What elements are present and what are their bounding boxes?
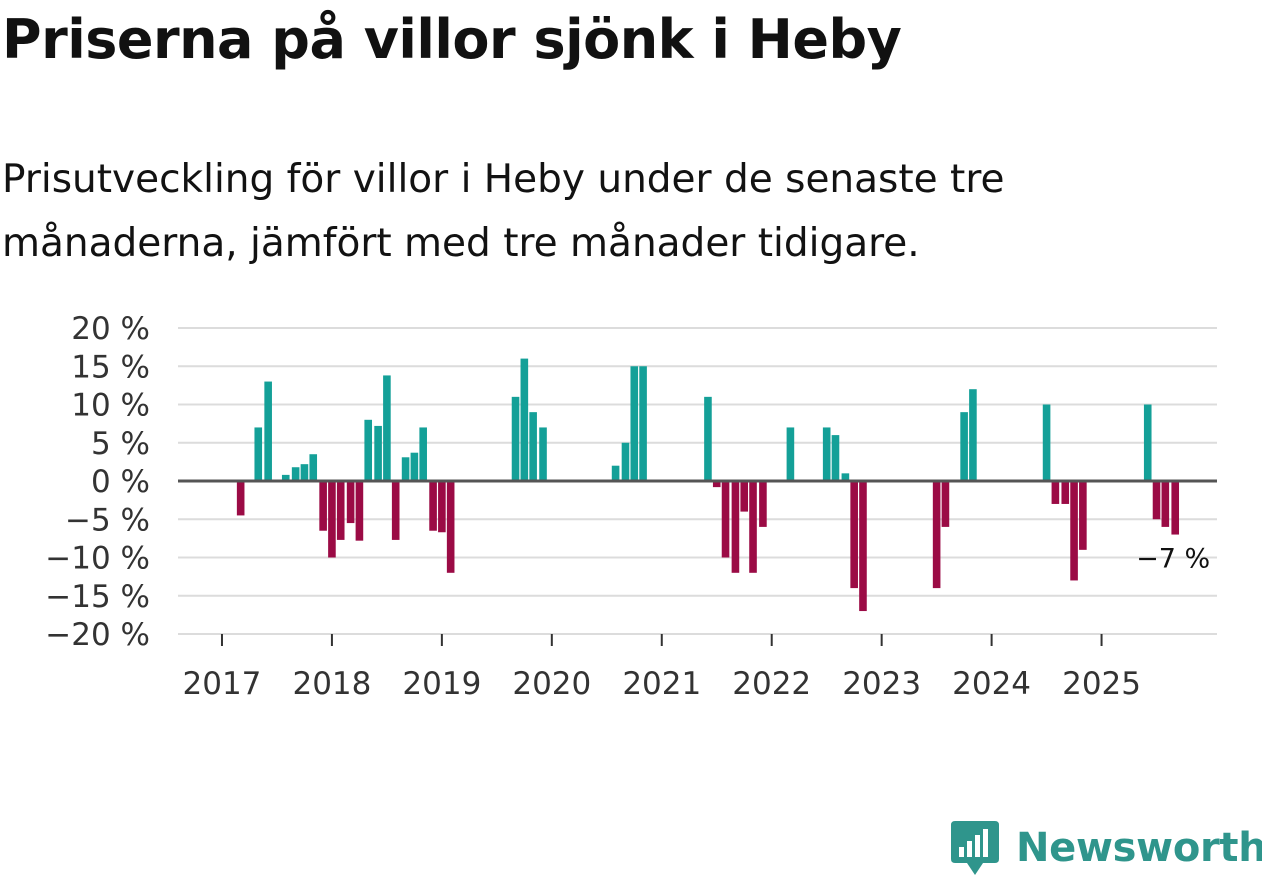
last-value-label: −7 %: [1136, 544, 1210, 575]
bar: [410, 452, 419, 481]
bar: [1161, 481, 1170, 527]
x-tick-label: 2022: [732, 666, 811, 702]
bar: [429, 481, 437, 531]
bar: [374, 425, 382, 481]
x-axis-ticks: 2017 2018 2019 2020 2021 2022 2023 2024 2025: [183, 634, 1141, 702]
bar: [822, 427, 831, 481]
x-tick-label: 2020: [512, 666, 591, 702]
bar: [932, 481, 941, 589]
bar: [529, 412, 537, 481]
bar: [704, 396, 712, 481]
bars: [236, 358, 1180, 612]
bar: [401, 457, 410, 481]
y-tick-label: −5 %: [65, 502, 150, 538]
bar: [831, 435, 840, 481]
bar: [355, 481, 364, 541]
x-tick-label: 2025: [1062, 666, 1141, 702]
bar: [236, 481, 245, 516]
bar: [721, 481, 730, 558]
x-tick-label: 2021: [622, 666, 701, 702]
bar: [712, 481, 721, 488]
bar: [1051, 481, 1060, 504]
bar: [336, 481, 345, 540]
bar: [1070, 481, 1078, 581]
bar: [841, 473, 850, 481]
bar: [264, 381, 272, 481]
bar: [383, 375, 391, 481]
bar: [1061, 481, 1070, 504]
bar: [1171, 481, 1180, 535]
newsworthy-logo-icon: [951, 821, 999, 875]
bar: [319, 481, 327, 531]
y-tick-label: 5 %: [91, 426, 150, 462]
bar: [346, 481, 355, 524]
bar: [254, 427, 263, 481]
y-tick-label: −20 %: [45, 617, 150, 653]
bar: [328, 481, 336, 558]
bar: [740, 481, 749, 512]
bar: [859, 481, 867, 612]
bar: [759, 481, 767, 527]
bar: [630, 366, 639, 481]
bar: [364, 419, 373, 481]
y-axis-ticks: 20 %15 %10 %5 %0 %−5 %−10 %−15 %−20 %: [45, 311, 150, 653]
bar: [520, 358, 529, 481]
bar: [281, 474, 290, 481]
x-tick-label: 2023: [842, 666, 921, 702]
bar: [1152, 481, 1161, 520]
y-tick-label: −15 %: [45, 579, 150, 615]
x-tick-label: 2024: [952, 666, 1031, 702]
bar: [1079, 481, 1087, 550]
y-tick-label: 15 %: [71, 349, 150, 385]
bar: [391, 481, 400, 540]
y-tick-label: 0 %: [91, 464, 150, 500]
y-tick-label: −10 %: [45, 541, 150, 577]
bar: [1143, 404, 1152, 481]
bar: [419, 427, 427, 481]
x-tick-label: 2018: [292, 666, 371, 702]
bar: [511, 396, 520, 481]
bar: [438, 481, 446, 533]
bar: [960, 412, 968, 481]
x-tick-label: 2019: [402, 666, 481, 702]
chart-title: Priserna på villor sjönk i Heby: [2, 8, 902, 71]
y-tick-label: 10 %: [71, 388, 150, 424]
newsworthy-logo: Newsworthy: [950, 818, 1262, 878]
bar: [749, 481, 757, 573]
x-tick-label: 2017: [183, 666, 262, 702]
brand-name: Newsworthy: [1016, 825, 1262, 871]
annotations: −7 %: [1136, 544, 1210, 575]
bar: [850, 481, 858, 589]
y-tick-label: 20 %: [71, 311, 150, 347]
bar: [639, 366, 647, 481]
bar: [1042, 404, 1051, 481]
bar: [621, 442, 630, 481]
bar: [731, 481, 740, 573]
bar: [941, 481, 950, 527]
bar: [786, 427, 795, 481]
bar: [300, 464, 309, 481]
chart-subtitle: Prisutveckling för villor i Heby under d…: [2, 157, 1005, 266]
bar: [969, 389, 977, 481]
bar-chart: 20 %15 %10 %5 %0 %−5 %−10 %−15 %−20 % 20…: [45, 311, 1217, 702]
bar: [309, 454, 318, 481]
bar: [539, 427, 547, 481]
bar: [611, 465, 620, 481]
bar: [446, 481, 455, 573]
bar: [291, 467, 300, 481]
